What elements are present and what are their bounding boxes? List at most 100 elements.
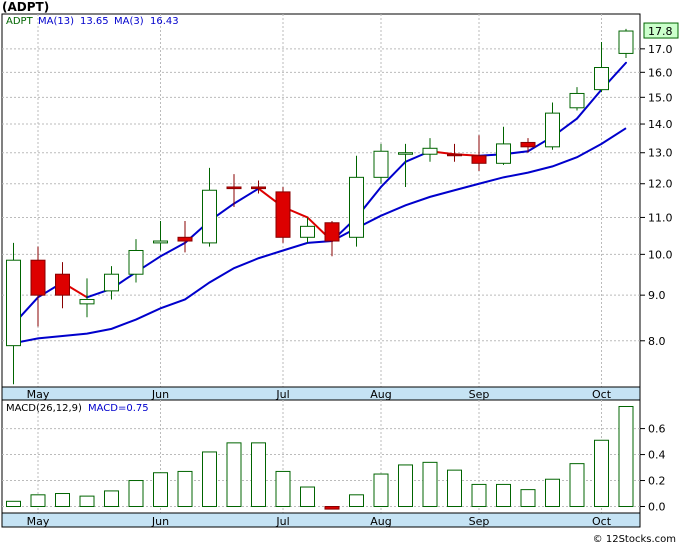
macd-bar [324,506,340,510]
macd-bar [545,478,560,508]
candle [447,143,462,162]
candle [520,138,536,153]
candles [6,28,634,385]
candle [349,155,364,247]
macd-bar [471,483,487,508]
macd-bar [398,464,413,508]
candle-body [349,176,364,238]
legend-symbol: ADPT [6,16,34,27]
legend-ma-short-value: 16.43 [150,16,179,27]
candle-body [496,143,511,164]
macd-x-tick-label: Jul [275,515,289,528]
price-x-tick-label: May [27,388,50,401]
candle [251,180,266,194]
candle [373,143,389,184]
ma-short-segment [380,160,407,188]
candle-body [520,141,536,148]
candle-body [104,273,119,292]
candle-body [55,273,70,296]
legend-ma-short: MA(3) [114,16,144,27]
macd-plot-frame [1,399,641,514]
macd-x-tick-label: Jun [151,515,169,528]
price-plot-frame [1,13,641,388]
macd-bar [30,494,46,508]
macd-bar [520,489,536,508]
macd-bar [496,483,511,508]
macd-legend-value: MACD=0.75 [88,403,149,414]
candle-body [545,112,560,148]
price-panel: May Jun Jul Aug Sep Oct 8.0 9.0 10.0 11.0 12.0 13.… [1,13,679,401]
ma-long-line [13,127,627,345]
macd-bar [55,493,70,508]
macd-bar [300,486,315,508]
macd-bar [251,442,266,508]
price-y-tick-label: 8.0 [648,335,666,348]
macd-bar [226,442,242,508]
macd-y-tick-label: 0.0 [648,501,666,514]
price-y-tick-label: 13.0 [648,147,673,160]
last-price-label: 17.8 [643,22,679,39]
candle-body [79,298,95,305]
price-x-tick-label: Jul [275,388,289,401]
macd-bars [6,405,634,510]
candle [471,135,487,172]
macd-bar [202,451,217,508]
candle-body [226,186,242,190]
macd-bar [128,480,144,508]
candle-body [6,259,21,347]
macd-x-tick-label: Oct [592,515,612,528]
candle-body [569,92,585,109]
macd-panel: May Jun Jul Aug Sep Oct 0.0 0.2 0.4 0.6 MACD(26,… [1,399,666,528]
candle-body [398,152,413,155]
macd-x-tick-label: Aug [370,515,391,528]
macd-y-axis: 0.0 0.2 0.4 0.6 [640,423,666,514]
candle [324,220,340,257]
candle-body [202,189,217,244]
macd-x-tick-label: May [27,515,50,528]
macd-bar [6,500,21,508]
macd-axis-band [1,512,641,528]
price-y-tick-label: 10.0 [648,248,673,261]
legend-ma-long: MA(13) [38,16,74,27]
macd-y-tick-label: 0.6 [648,423,666,436]
candle-body [447,153,462,157]
candle-body [251,186,266,190]
price-y-tick-label: 15.0 [648,91,673,104]
macd-legend: MACD(26,12,9) [6,403,82,414]
legend-ma-long-value: 13.65 [80,16,109,27]
last-price-value: 17.8 [648,25,673,38]
candle [202,167,217,247]
candle [79,278,95,318]
ma-short-segment [576,88,603,120]
chart-title: (ADPT) [2,0,49,14]
candle-body [128,249,144,275]
macd-bar [373,473,389,508]
candle [177,220,193,253]
price-y-tick-label: 11.0 [648,211,673,224]
macd-bar [177,470,193,508]
ma-short-segment [159,241,186,258]
macd-bar [618,405,634,508]
copyright: © 12Stocks.com [593,534,676,545]
candle [496,126,511,165]
macd-bar [569,463,585,508]
macd-bar [104,490,119,508]
price-y-tick-label: 17.0 [648,43,673,56]
price-x-tick-label: Jun [151,388,169,401]
macd-x-tick-label: Sep [469,515,490,528]
candle [6,242,21,385]
candle [618,28,634,59]
candle-body [324,222,340,242]
candle-body [373,150,389,178]
candle-body [594,67,609,91]
candle-body [618,30,634,54]
candle [153,220,168,251]
macd-y-tick-label: 0.4 [648,449,666,462]
macd-bar [79,495,95,508]
candle [398,143,413,187]
macd-x-axis: May Jun Jul Aug Sep Oct [27,515,612,528]
price-y-axis: 8.0 9.0 10.0 11.0 12.0 13.0 14.0 15.0 16.0 17.0 [640,43,673,348]
price-x-tick-label: Oct [592,388,612,401]
